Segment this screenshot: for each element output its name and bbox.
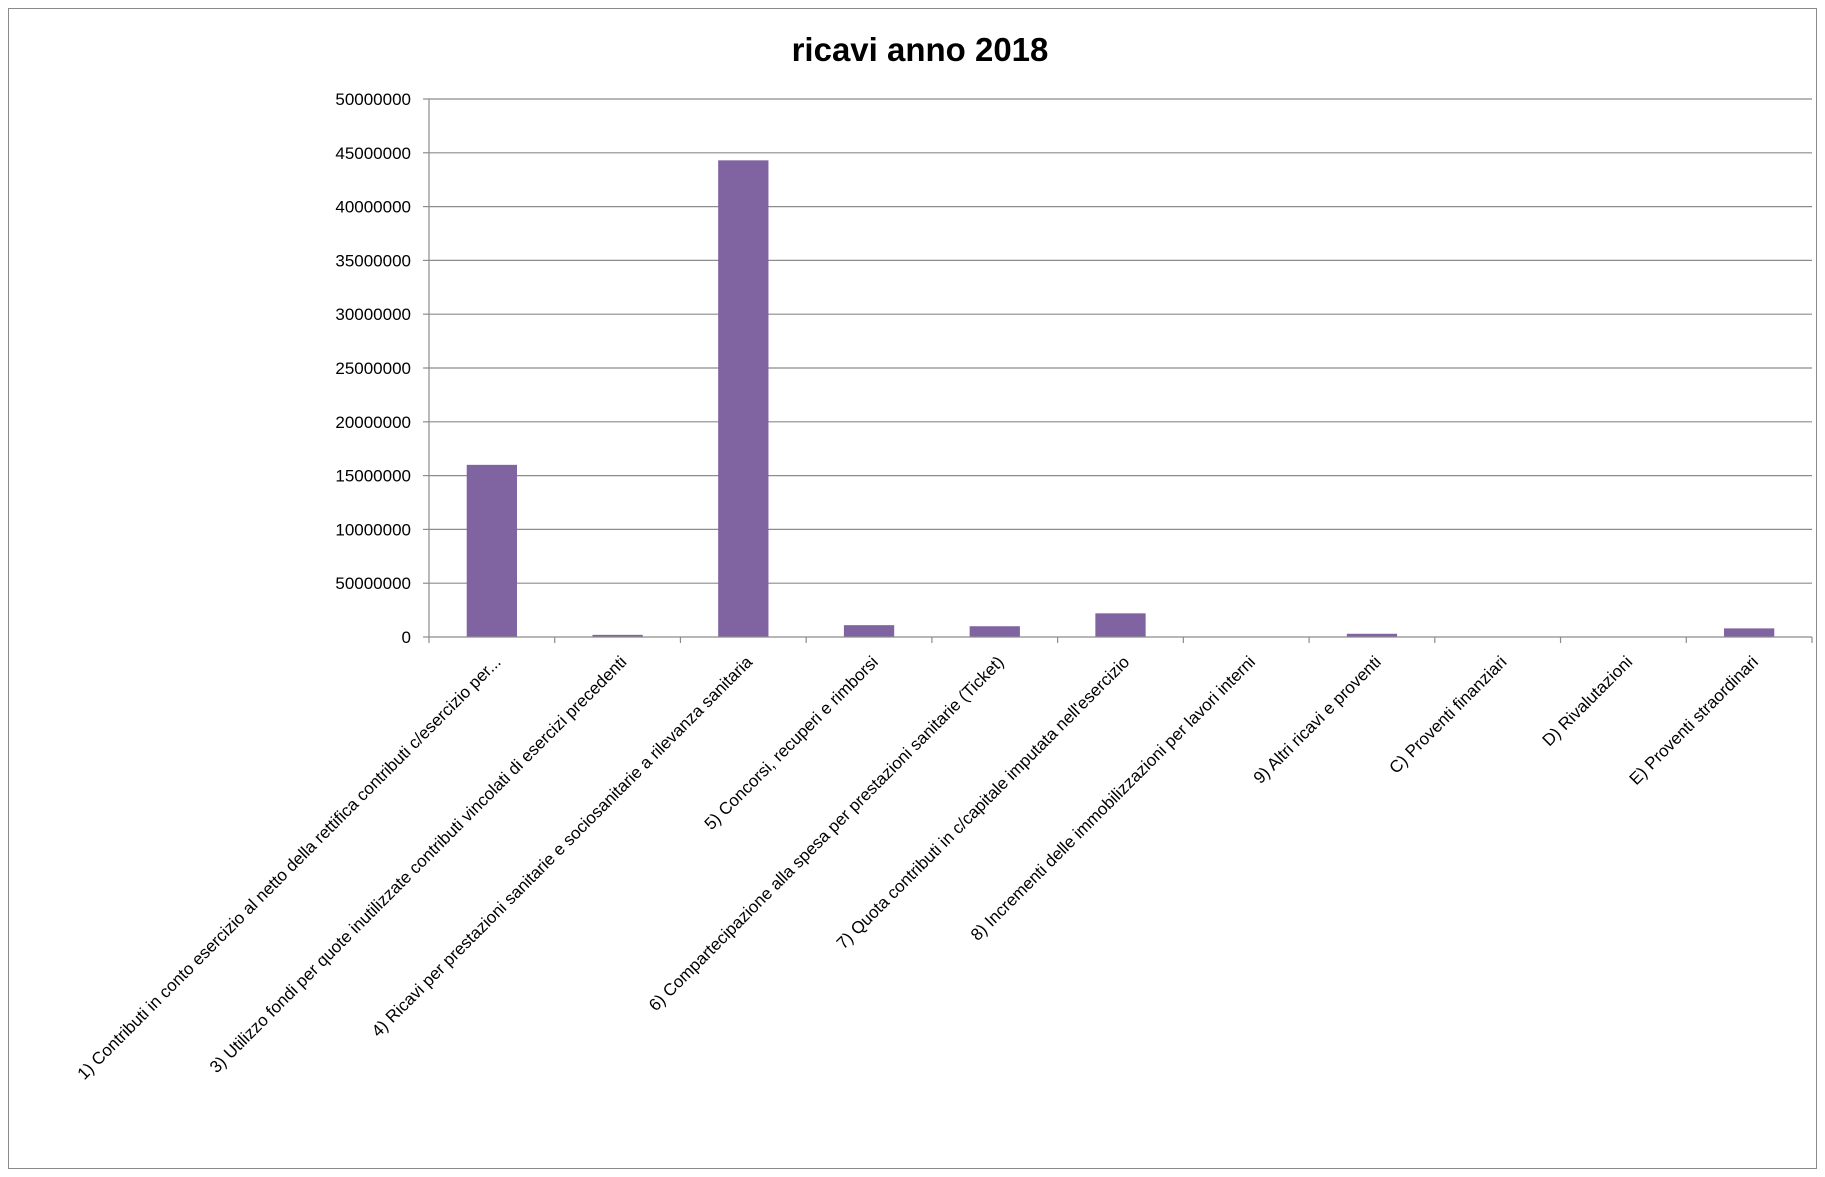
x-category-label: E) Proventi straordinari <box>1626 652 1762 788</box>
x-category-label: 9) Altri ricavi e proventi <box>1250 652 1385 787</box>
x-category-label: 3) Utilizzo fondi per quote inutilizzate… <box>206 652 630 1076</box>
chart-title: ricavi anno 2018 <box>792 31 1049 68</box>
bars <box>466 160 1775 637</box>
y-tick-label: 35000000 <box>335 251 411 270</box>
chart-frame <box>8 8 1817 1169</box>
x-category-label: C) Proventi finanziari <box>1386 652 1511 777</box>
gridlines <box>429 98 1812 584</box>
bar <box>718 160 769 637</box>
bar <box>843 625 895 637</box>
bar <box>466 464 518 637</box>
x-category-label: 7) Quota contributi in c/capitale imputa… <box>833 652 1133 952</box>
bar <box>1095 613 1146 637</box>
x-category-label: 1) Contributi in conto esercizio al nett… <box>74 652 505 1083</box>
x-category-label: D) Rivalutazioni <box>1539 652 1637 750</box>
y-tick-label: 50000000 <box>335 90 411 109</box>
y-tick-label: 50000000 <box>335 574 411 593</box>
y-tick-label: 30000000 <box>335 305 411 324</box>
y-tick-label: 0 <box>402 628 411 647</box>
x-category-label: 8) Incrementi delle immobilizzazioni per… <box>967 652 1259 944</box>
x-axis: 1) Contributi in conto esercizio al nett… <box>74 636 1813 1083</box>
y-tick-label: 20000000 <box>335 413 411 432</box>
bar <box>1346 633 1398 637</box>
y-tick-label: 40000000 <box>335 198 411 217</box>
bar <box>1723 628 1775 637</box>
y-tick-label: 15000000 <box>335 467 411 486</box>
y-axis: 0 50000000 10000000 15000000 20000000 2500000… <box>335 90 430 647</box>
y-tick-label: 25000000 <box>335 359 411 378</box>
y-tick-label: 45000000 <box>335 144 411 163</box>
y-tick-label: 10000000 <box>335 520 411 539</box>
bar <box>592 634 643 637</box>
bar <box>969 626 1020 637</box>
